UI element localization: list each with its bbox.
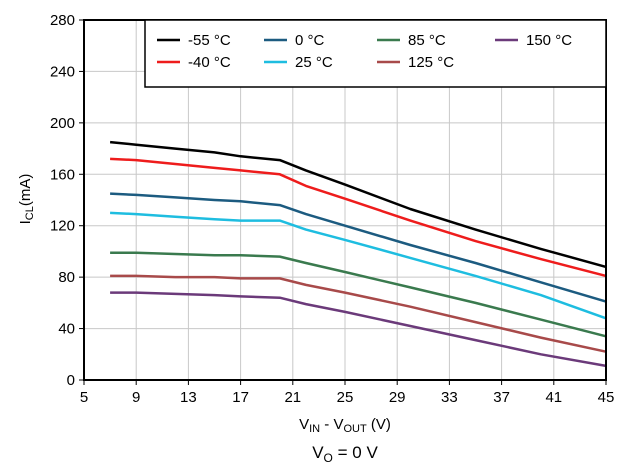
y-tick-label-6: 240	[50, 63, 75, 80]
x-tick-label-3: 17	[232, 389, 249, 406]
legend-label-3: 25 °C	[295, 54, 333, 71]
x-axis-label-tail: (V)	[367, 416, 391, 433]
caption-tail: = 0 V	[333, 443, 379, 462]
x-tick-label-5: 25	[337, 389, 354, 406]
series-line-4	[110, 251, 607, 338]
x-tick-label-6: 29	[389, 389, 406, 406]
y-axis-ticks: 0 40 80 120 160 200 240 280	[50, 12, 84, 389]
x-tick-label-9: 41	[545, 389, 562, 406]
x-axis-label-sub1: IN	[309, 423, 320, 435]
x-axis-label-mid: - V	[320, 416, 343, 433]
x-tick-label-0: 5	[80, 389, 88, 406]
x-axis-ticks: 5 9 13 17 21 25 29 33 37 41 45	[80, 380, 615, 406]
series-line-5	[110, 274, 607, 353]
y-tick-label-3: 120	[50, 218, 75, 235]
legend-label-6: 150 °C	[526, 32, 572, 49]
x-tick-label-7: 33	[441, 389, 458, 406]
legend-label-4: 85 °C	[408, 32, 446, 49]
x-tick-label-1: 9	[132, 389, 140, 406]
y-axis-label-sub: CL	[24, 206, 36, 220]
series-line-2	[110, 192, 607, 303]
legend-label-2: 0 °C	[295, 32, 325, 49]
x-axis-label-main: V	[299, 416, 309, 433]
caption-sub: O	[324, 451, 333, 465]
legend-box	[144, 19, 607, 88]
x-tick-label-2: 13	[180, 389, 197, 406]
x-tick-label-10: 45	[598, 389, 615, 406]
series-line-3	[110, 211, 607, 320]
x-tick-label-4: 21	[284, 389, 301, 406]
x-tick-label-8: 37	[493, 389, 510, 406]
y-tick-label-4: 160	[50, 166, 75, 183]
y-axis-label-main: I	[17, 220, 34, 224]
legend: -55 °C 0 °C 85 °C 150 °C -40 °C 25 °C 125 °C	[144, 19, 607, 88]
y-axis-label-tail: (mA)	[17, 174, 34, 207]
series-line-6	[110, 291, 607, 368]
plot-lines	[109, 140, 607, 368]
y-tick-label-0: 0	[67, 372, 75, 389]
x-axis-label-sub2: OUT	[343, 423, 367, 435]
legend-label-1: -40 °C	[188, 54, 231, 71]
x-axis-label: VIN - VOUT (V)	[299, 416, 391, 435]
caption-main: V	[312, 443, 324, 462]
y-axis-label: ICL(mA)	[17, 174, 36, 225]
y-tick-label-5: 200	[50, 115, 75, 132]
y-tick-label-7: 280	[50, 12, 75, 29]
series-line-1	[110, 157, 607, 278]
y-tick-label-2: 80	[58, 269, 75, 286]
legend-label-0: -55 °C	[188, 32, 231, 49]
y-tick-label-1: 40	[58, 321, 75, 338]
series-line-0	[109, 140, 607, 269]
chart-caption: VO = 0 V	[312, 443, 378, 465]
legend-label-5: 125 °C	[408, 54, 454, 71]
